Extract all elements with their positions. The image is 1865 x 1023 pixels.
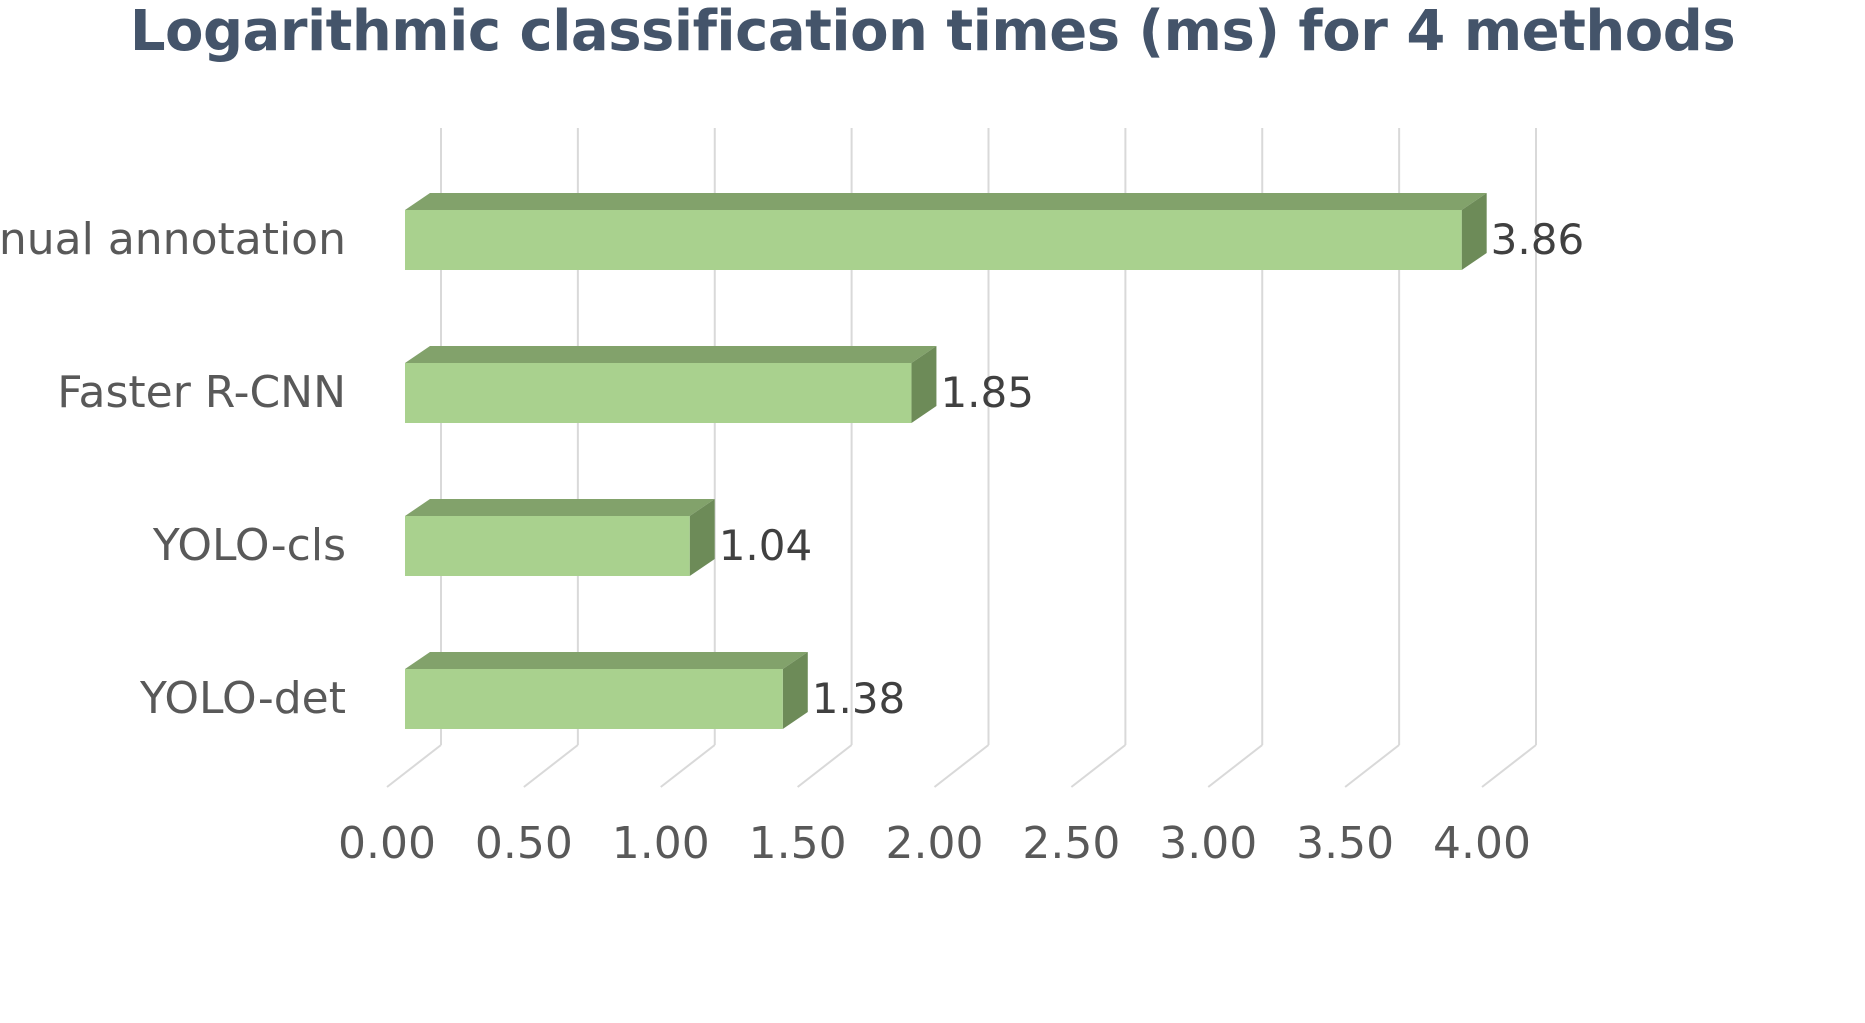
- bar-side: [1461, 193, 1487, 270]
- category-label: YOLO-det: [139, 673, 346, 724]
- gridline-floor: [1344, 744, 1400, 788]
- bars: [405, 193, 1487, 729]
- gridline-floor: [933, 744, 990, 788]
- x-tick-label: 2.00: [886, 818, 984, 869]
- x-tick-label: 1.00: [612, 818, 710, 869]
- x-tick-label: 4.00: [1433, 818, 1531, 869]
- category-label: manual annotation: [0, 214, 346, 265]
- gridline-floor: [1207, 744, 1263, 788]
- labels: 0.00 0.50 1.00 1.50 2.00 2.50 3.00 3.50 4.00 manu…: [0, 214, 1584, 869]
- category-label: YOLO-cls: [152, 520, 346, 571]
- x-tick-label: 0.00: [338, 818, 436, 869]
- bar-side: [689, 499, 715, 576]
- chart-title: Logarithmic classification times (ms) fo…: [129, 0, 1736, 64]
- x-tick-label: 3.00: [1159, 818, 1257, 869]
- bar: [405, 210, 1462, 270]
- data-label: 1.38: [812, 674, 906, 723]
- bar-top: [405, 499, 715, 516]
- x-tick-label: 3.50: [1296, 818, 1394, 869]
- gridline-floor: [797, 744, 853, 788]
- gridline-floor: [523, 744, 579, 788]
- x-tick-label: 2.50: [1022, 818, 1120, 869]
- bar-top: [405, 193, 1487, 210]
- x-tick-label: 1.50: [749, 818, 847, 869]
- data-label: 3.86: [1491, 215, 1585, 264]
- x-tick-label: 0.50: [475, 818, 573, 869]
- bar-side: [911, 346, 937, 423]
- bar: [405, 669, 783, 729]
- gridline-floor: [660, 744, 716, 788]
- gridline-floor: [1070, 744, 1126, 788]
- bar-top: [405, 346, 937, 363]
- gridline-floor: [1481, 744, 1537, 788]
- bar-top: [405, 652, 808, 669]
- gridline-floor: [386, 744, 442, 788]
- data-label: 1.04: [719, 521, 813, 570]
- bar: [405, 363, 912, 423]
- bar: [405, 516, 690, 576]
- bar-side: [782, 652, 808, 729]
- category-label: Faster R-CNN: [57, 367, 346, 418]
- data-label: 1.85: [940, 368, 1034, 417]
